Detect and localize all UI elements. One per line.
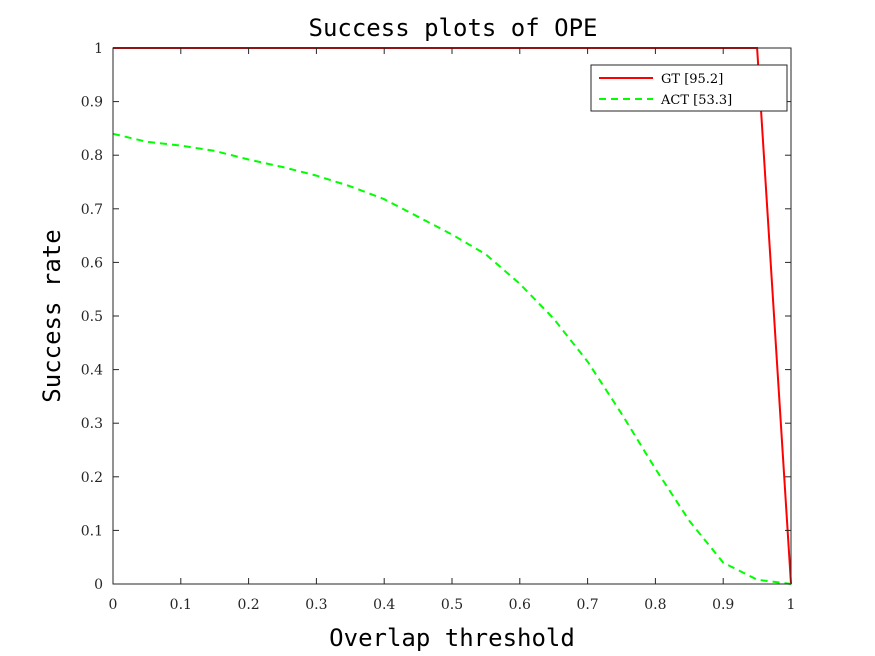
y-tick-label: 0.3 [81,416,103,432]
x-tick-label: 1 [787,597,796,613]
y-tick-label: 0 [94,577,103,593]
series-line-1 [112,132,792,585]
legend: GT [95.2] ACT [53.3] [590,64,788,112]
x-tick-label: 0.5 [441,597,463,613]
y-tick-label: 0.6 [81,255,103,271]
y-tick-label: 0.7 [81,202,103,218]
plot-area [113,48,791,584]
y-axis-label: Success rate [38,229,66,402]
x-tick-label: 0.7 [576,597,598,613]
chart-title: Success plots of OPE [309,14,598,42]
y-tick-label: 1 [94,41,103,57]
y-tick-label: 0.9 [81,95,103,111]
x-tick-label: 0.1 [170,597,192,613]
x-tick-label: 0.3 [305,597,327,613]
y-tick-label: 0.5 [81,309,103,325]
x-tick-label: 0.2 [237,597,259,613]
y-tick-label: 0.1 [81,523,103,539]
x-tick-label: 0.4 [373,597,395,613]
y-tick-label: 0.8 [81,148,103,164]
legend-entry-1: ACT [53.3] [660,93,732,108]
x-tick-label: 0.6 [509,597,531,613]
x-axis-label: Overlap threshold [329,624,575,652]
y-tick-label: 0.4 [81,363,103,379]
legend-entry-0: GT [95.2] [661,72,723,87]
x-tick-label: 0 [109,597,118,613]
ticks-layer: 0 0.1 0.2 0.3 0.4 0.5 0.6 0.7 0.8 0.9 1 0 0.1 0.2 0.3 0… [81,41,796,613]
x-tick-label: 0.8 [644,597,666,613]
x-tick-label: 0.9 [712,597,734,613]
y-tick-label: 0.2 [81,470,103,486]
legend-box [590,64,788,112]
